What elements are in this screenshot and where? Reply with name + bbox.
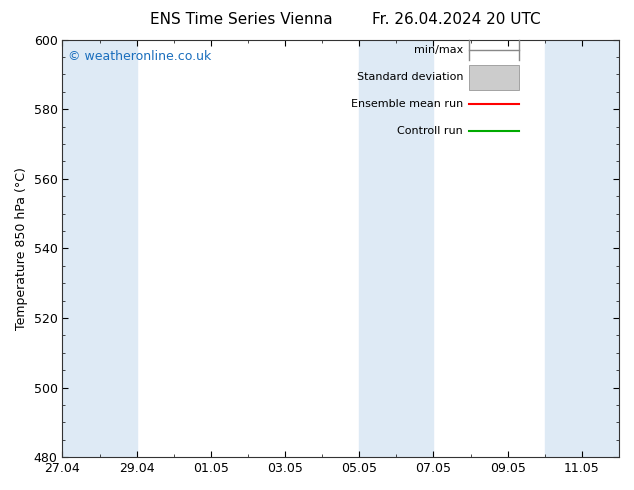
- Bar: [582, 40, 619, 457]
- Bar: [545, 40, 582, 457]
- Text: Fr. 26.04.2024 20 UTC: Fr. 26.04.2024 20 UTC: [372, 12, 541, 27]
- Text: Ensemble mean run: Ensemble mean run: [351, 99, 463, 109]
- Y-axis label: Temperature 850 hPa (°C): Temperature 850 hPa (°C): [15, 167, 28, 330]
- Bar: [396, 40, 434, 457]
- Bar: [62, 40, 100, 457]
- Bar: [359, 40, 396, 457]
- Text: Controll run: Controll run: [398, 126, 463, 136]
- Bar: [469, 65, 519, 90]
- Text: min/max: min/max: [414, 45, 463, 55]
- Text: © weatheronline.co.uk: © weatheronline.co.uk: [68, 50, 211, 63]
- Text: Standard deviation: Standard deviation: [357, 72, 463, 82]
- Text: ENS Time Series Vienna: ENS Time Series Vienna: [150, 12, 332, 27]
- Bar: [100, 40, 137, 457]
